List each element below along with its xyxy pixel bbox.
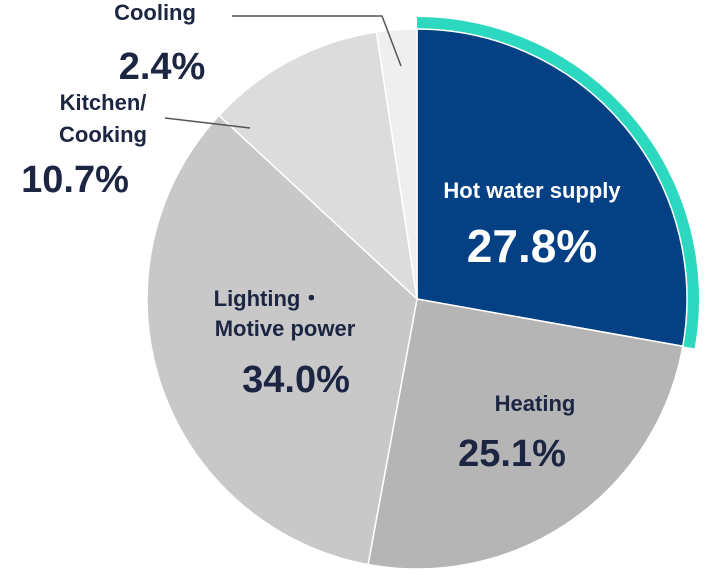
pie-slice-cooling (375, 28, 418, 300)
slice-value-lighting: 34.0% (242, 359, 350, 401)
leader-lines (164, 15, 402, 129)
slice-label-lighting-line2: Motive power (215, 316, 356, 341)
slice-label-hot-water: Hot water supply (443, 178, 621, 203)
cooling-leader-line (232, 15, 402, 67)
slice-label-lighting-line1: Lighting・ (214, 286, 323, 311)
pie-slices (146, 17, 700, 570)
kitchen-leader-line (164, 117, 251, 129)
slice-label-heating: Heating (495, 391, 576, 416)
slice-label-kitchen-line2: Cooking (59, 122, 147, 147)
slice-value-heating: 25.1% (458, 433, 566, 475)
slice-value-cooling: 2.4% (119, 46, 206, 88)
pie-slice-lighting-motive-power (146, 114, 418, 566)
slice-label-kitchen-line1: Kitchen/ (60, 90, 147, 115)
slice-value-kitchen: 10.7% (21, 159, 129, 201)
slice-label-cooling: Cooling (114, 0, 196, 25)
pie-slice-hot-water-supply (416, 28, 688, 348)
pie-slice-kitchen-cooking (217, 31, 419, 302)
slice-value-hot-water: 27.8% (467, 220, 597, 272)
pie-slice-heating (367, 298, 684, 570)
